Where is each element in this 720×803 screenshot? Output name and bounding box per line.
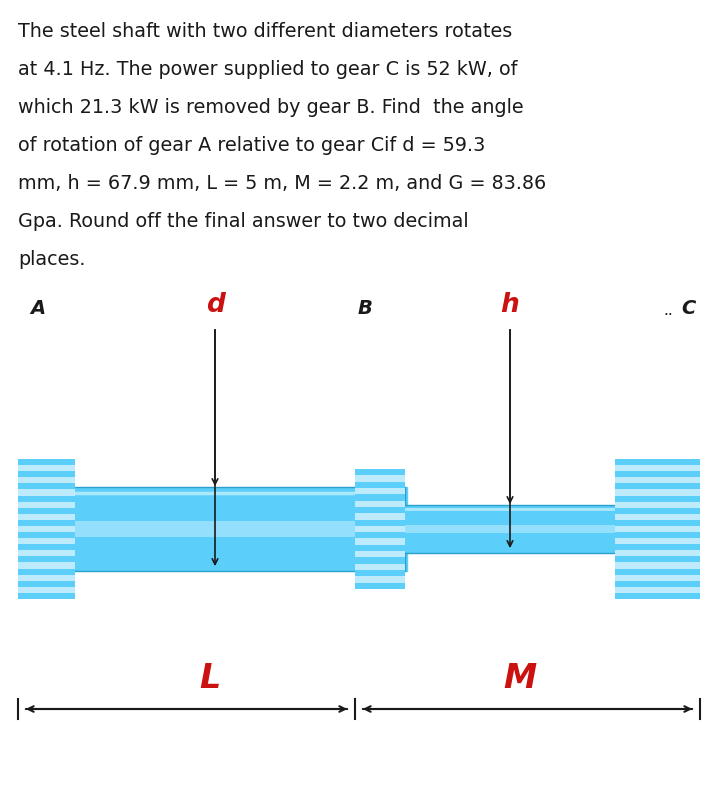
Text: at 4.1 Hz. The power supplied to gear C is 52 kW, of: at 4.1 Hz. The power supplied to gear C …: [18, 60, 518, 79]
Bar: [355, 539, 405, 545]
Bar: [355, 488, 405, 495]
Bar: [615, 526, 700, 532]
Text: C: C: [682, 299, 696, 318]
Text: h: h: [500, 291, 519, 318]
Bar: [355, 501, 405, 507]
Bar: [18, 575, 75, 581]
Bar: [615, 551, 700, 556]
Text: L: L: [199, 661, 220, 694]
Bar: [18, 514, 75, 520]
Bar: [18, 478, 75, 483]
Bar: [355, 470, 405, 589]
Text: Gpa. Round off the final answer to two decimal: Gpa. Round off the final answer to two d…: [18, 212, 469, 230]
Bar: [355, 564, 405, 570]
Bar: [18, 459, 75, 599]
Text: places.: places.: [18, 250, 86, 269]
Bar: [355, 514, 405, 520]
Bar: [615, 459, 700, 599]
Bar: [405, 525, 615, 534]
Bar: [355, 552, 405, 558]
Bar: [615, 478, 700, 483]
Bar: [18, 466, 75, 471]
Text: of rotation of gear A relative to gear Cif d = 59.3: of rotation of gear A relative to gear C…: [18, 136, 485, 155]
Bar: [615, 514, 700, 520]
Bar: [18, 526, 75, 532]
Text: ..: ..: [663, 303, 673, 318]
Bar: [615, 466, 700, 471]
Bar: [355, 526, 405, 532]
Bar: [615, 490, 700, 496]
Text: which 21.3 kW is removed by gear B. Find  the angle: which 21.3 kW is removed by gear B. Find…: [18, 98, 523, 117]
Text: B: B: [358, 299, 373, 318]
Bar: [18, 539, 75, 544]
Bar: [18, 490, 75, 496]
Bar: [355, 577, 405, 583]
Bar: [615, 575, 700, 581]
Bar: [615, 502, 700, 508]
Text: A: A: [30, 299, 45, 318]
Bar: [75, 522, 355, 537]
Text: The steel shaft with two different diameters rotates: The steel shaft with two different diame…: [18, 22, 512, 41]
Bar: [405, 505, 615, 553]
Bar: [355, 475, 405, 482]
Bar: [615, 563, 700, 569]
Text: M: M: [503, 661, 536, 694]
Text: mm, h = 67.9 mm, L = 5 m, M = 2.2 m, and G = 83.86: mm, h = 67.9 mm, L = 5 m, M = 2.2 m, and…: [18, 173, 546, 193]
Text: d: d: [206, 291, 225, 318]
Bar: [18, 563, 75, 569]
Bar: [75, 487, 355, 571]
Bar: [615, 587, 700, 593]
Bar: [18, 502, 75, 508]
Bar: [18, 551, 75, 556]
Bar: [615, 539, 700, 544]
Bar: [18, 587, 75, 593]
